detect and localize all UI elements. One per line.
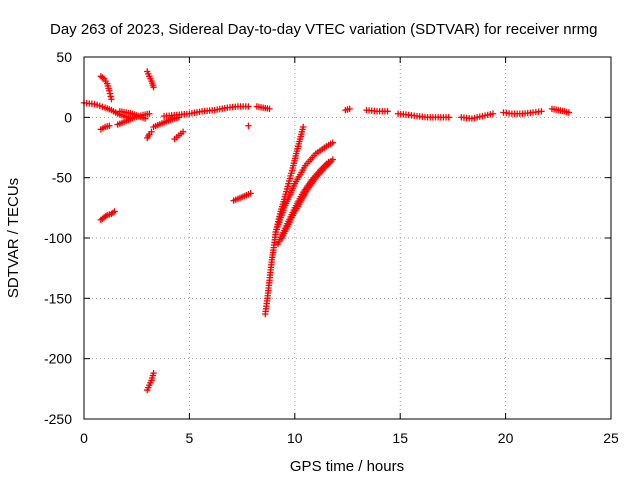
data-point: [445, 114, 452, 121]
series-arc-20: [342, 105, 353, 114]
series-arc-13: [230, 190, 254, 204]
series-arc-8: [144, 128, 155, 142]
data-point: [108, 96, 115, 103]
data-points: [80, 68, 573, 394]
axis-ticks: [83, 56, 612, 420]
series-arc-12: [160, 103, 252, 120]
data-point: [141, 115, 149, 122]
x-tick-label: 25: [603, 430, 619, 446]
data-point: [106, 90, 114, 97]
series-arc-17: [272, 139, 336, 236]
series-arc-16: [262, 123, 307, 318]
chart-title: Day 263 of 2023, Sidereal Day-to-day VTE…: [50, 21, 597, 38]
series-arc-19: [278, 156, 336, 242]
data-point: [111, 208, 118, 215]
data-point: [489, 110, 497, 117]
data-point: [106, 87, 113, 94]
data-point: [245, 122, 252, 129]
series-arc-14: [245, 122, 252, 129]
y-tick-label: -250: [44, 411, 72, 427]
x-tick-label: 10: [287, 430, 303, 446]
series-arc-21: [363, 106, 391, 115]
data-point: [150, 83, 157, 91]
data-point: [245, 103, 252, 110]
series-arc-22: [394, 110, 452, 121]
data-point: [329, 139, 336, 146]
data-point: [384, 108, 391, 115]
data-point: [107, 93, 114, 100]
grid-lines: [84, 57, 611, 419]
data-point: [106, 122, 113, 129]
data-point: [146, 110, 153, 117]
x-tick-label: 5: [186, 430, 194, 446]
series-arc-25: [548, 105, 573, 116]
series-arc-23: [458, 110, 497, 122]
x-tick-label: 20: [498, 430, 514, 446]
series-arc-15: [253, 103, 273, 113]
data-point: [179, 128, 187, 136]
data-point: [565, 109, 573, 116]
y-axis-title: SDTVAR / TECUs: [5, 178, 22, 298]
series-arc-9: [144, 369, 157, 394]
data-point: [247, 190, 254, 197]
data-point: [266, 105, 273, 113]
data-point: [346, 105, 353, 113]
series-arc-11: [171, 128, 187, 143]
data-point: [300, 123, 307, 131]
x-tick-label: 15: [392, 430, 408, 446]
y-tick-label: 0: [64, 109, 72, 125]
y-tick-label: -100: [44, 230, 72, 246]
y-tick-label: -200: [44, 351, 72, 367]
y-tick-label: -50: [52, 170, 72, 186]
series-arc-6: [116, 108, 149, 122]
x-tick-label: 0: [80, 430, 88, 446]
y-tick-label: -150: [44, 290, 72, 306]
x-axis-title: GPS time / hours: [290, 458, 404, 475]
data-point: [329, 156, 336, 163]
series-arc-4: [97, 208, 118, 224]
data-point: [538, 108, 545, 115]
data-point: [148, 128, 155, 136]
series-arc-3: [97, 122, 113, 133]
data-point: [150, 369, 157, 377]
series-arc-24: [500, 108, 545, 117]
y-tick-label: 50: [56, 49, 72, 65]
y-tick-labels: -250 -200 -150 -100 -50 0 50: [44, 49, 72, 427]
series-arc-2: [97, 73, 115, 103]
series-arc-7: [144, 68, 157, 91]
x-tick-labels: 0 5 10 15 20 25: [80, 430, 619, 446]
